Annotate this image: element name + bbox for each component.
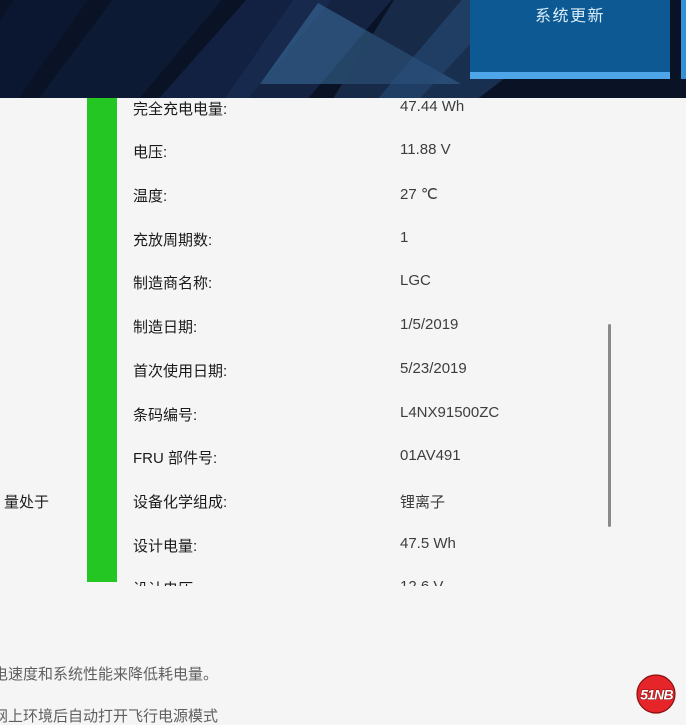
svg-text:51NB: 51NB (640, 687, 673, 703)
